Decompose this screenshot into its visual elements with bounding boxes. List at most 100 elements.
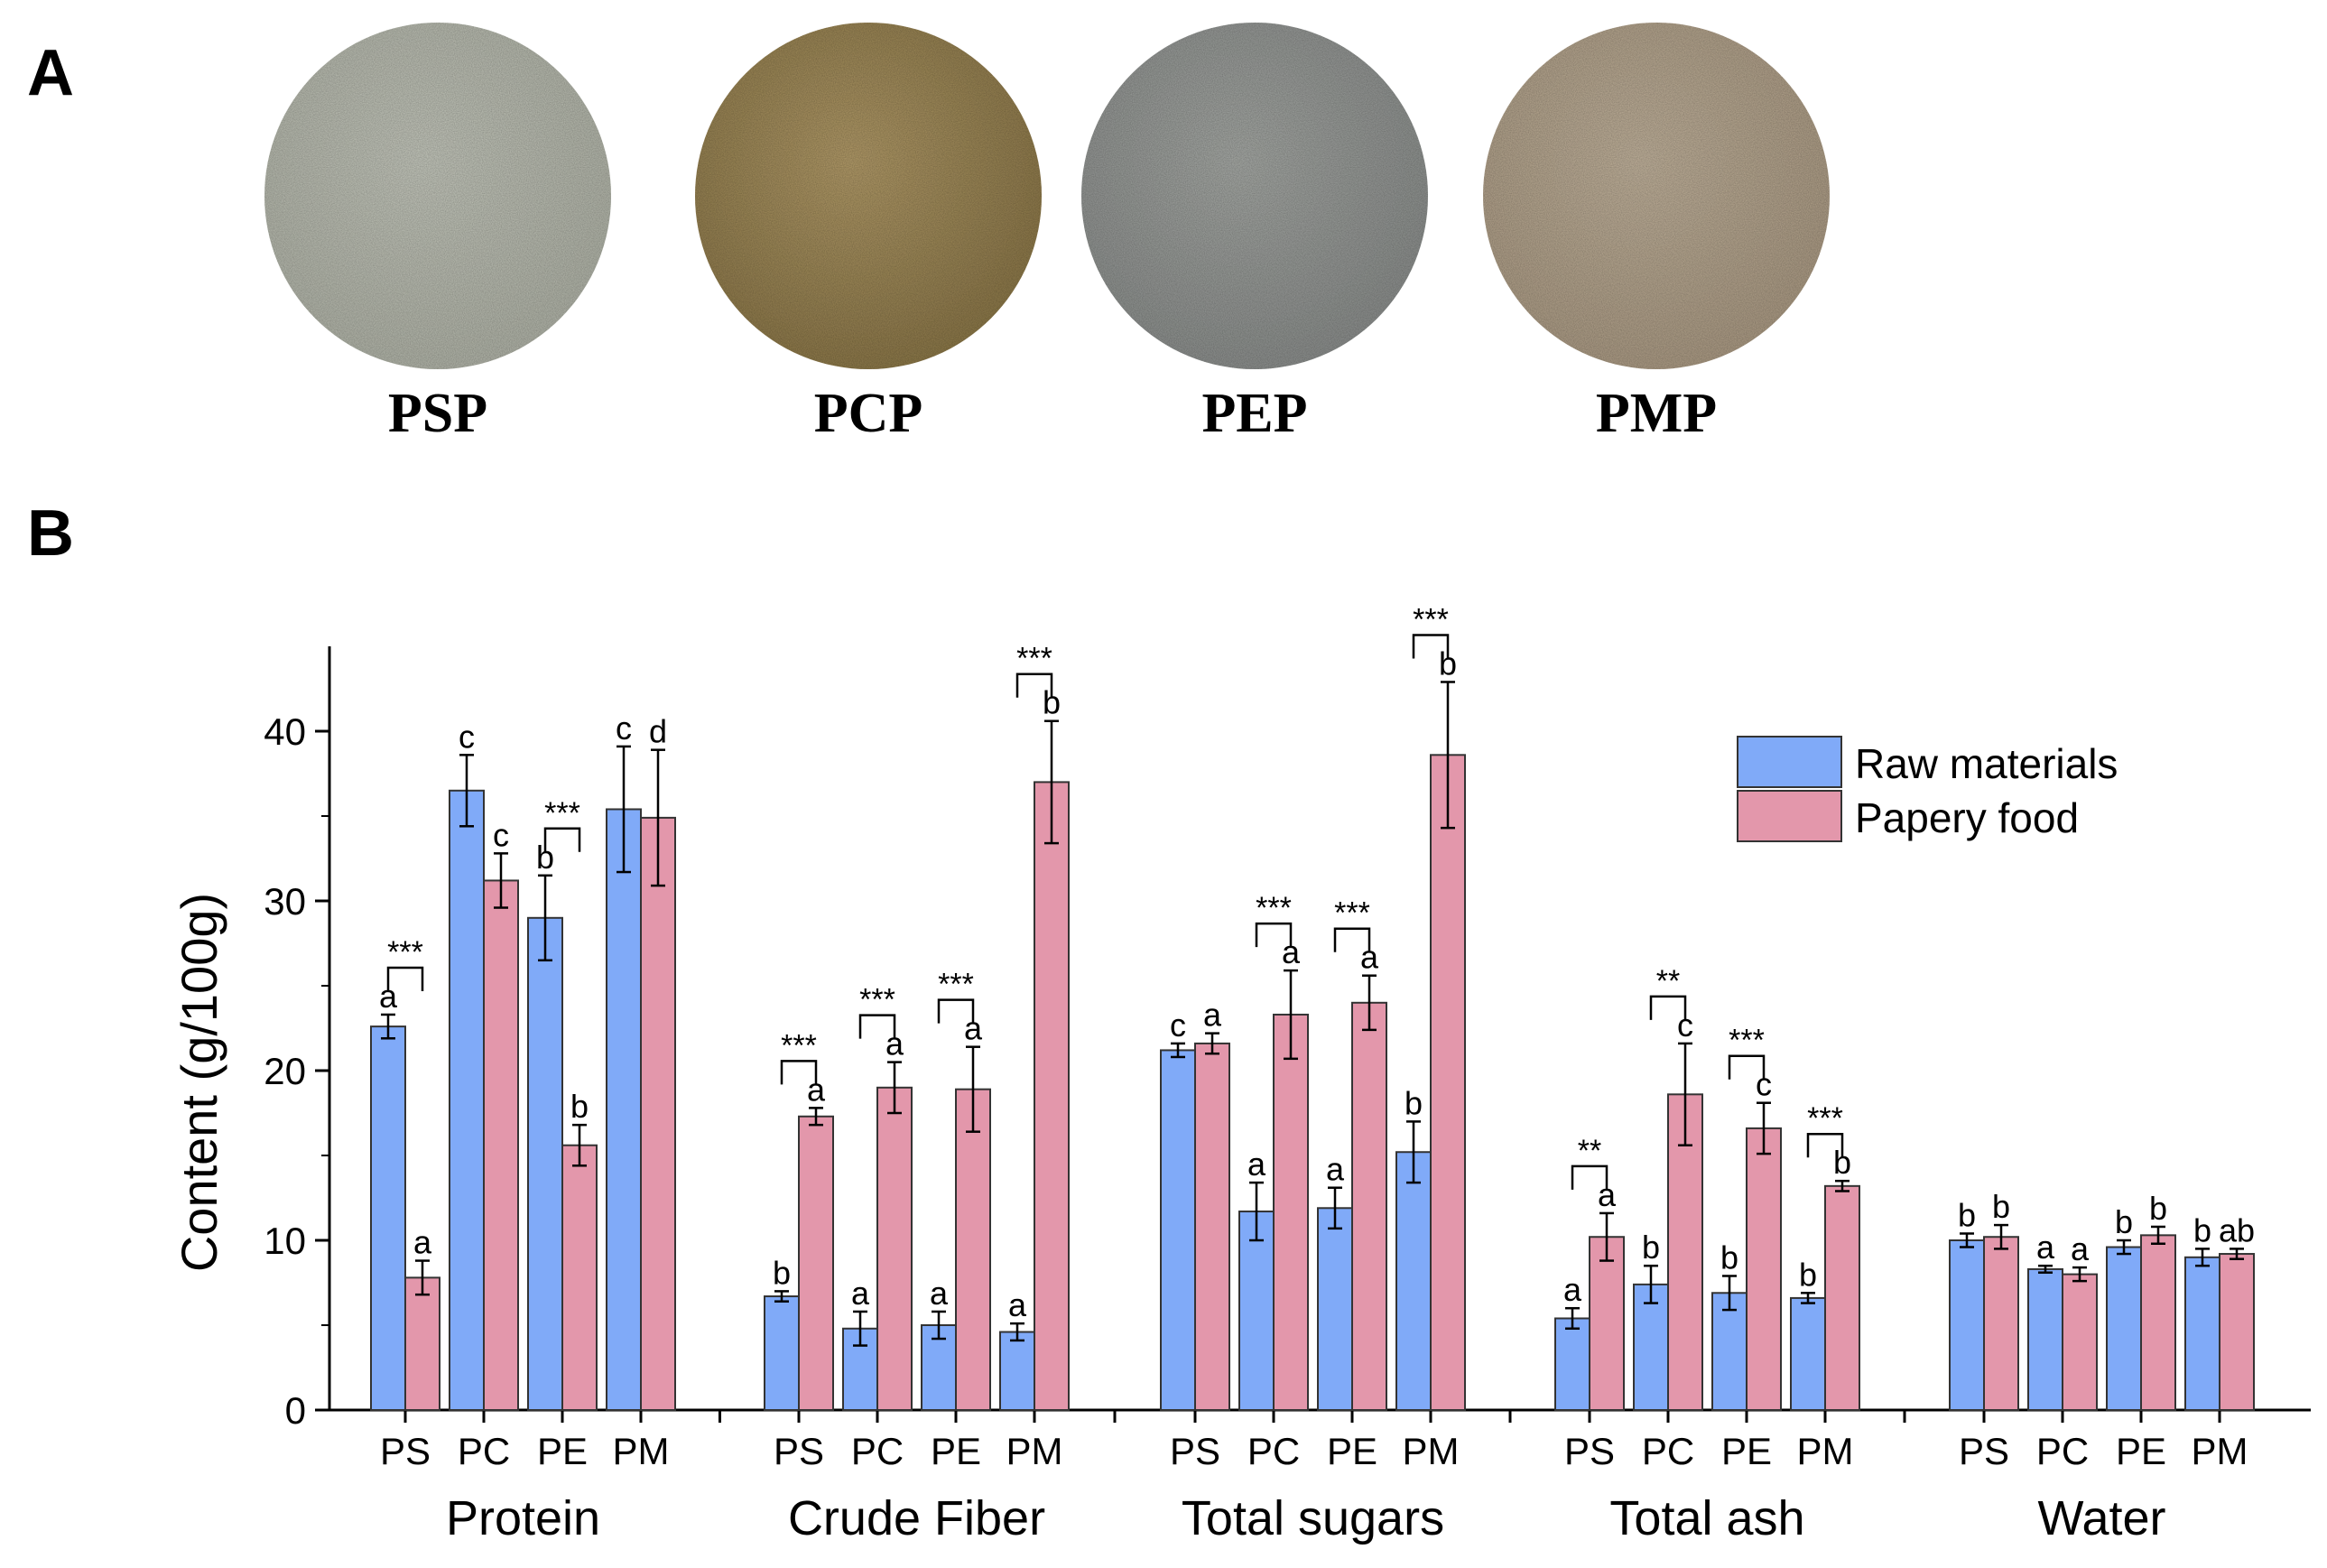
significance-letter: b (2149, 1190, 2167, 1227)
bar-paper (1194, 1042, 1230, 1412)
sample-label: PSP (388, 383, 487, 444)
bar-raw (1317, 1207, 1353, 1412)
significance-letter: b (773, 1254, 791, 1291)
significance-bracket (386, 966, 424, 991)
y-tick-label: 30 (264, 880, 306, 923)
bar-raw (1949, 1239, 1985, 1411)
significance-bracket (858, 1014, 896, 1039)
significance-letter: a (964, 1010, 983, 1047)
significance-letter: c (1170, 1007, 1186, 1044)
x-tick-label: PE (931, 1430, 981, 1472)
bar-paper (2062, 1273, 2098, 1411)
significance-letter: a (1203, 997, 1222, 1034)
significance-stars: ** (1578, 1134, 1601, 1168)
bar-raw (1395, 1151, 1432, 1411)
bar-paper (2140, 1234, 2176, 1411)
legend: Raw materials Papery food (1737, 736, 2118, 842)
bar-raw (1238, 1211, 1275, 1412)
bar-paper (1430, 754, 1466, 1411)
x-tick-label: PE (537, 1430, 588, 1472)
group-total-ash: a a ** PS b c ** PC b c *** PE b b *** PM Total ash (1554, 964, 1906, 1545)
bar-paper (1667, 1093, 1703, 1411)
significance-letter: a (2036, 1229, 2055, 1266)
significance-letter: a (413, 1224, 432, 1261)
significance-letter: c (1677, 1007, 1693, 1044)
y-tick-label: 40 (264, 710, 306, 753)
sample-disc (695, 23, 1042, 369)
x-tick-label: PM (613, 1430, 670, 1472)
significance-stars: *** (544, 796, 580, 830)
x-tick-label: PC (458, 1430, 510, 1472)
bar-raw (527, 916, 563, 1411)
x-tick-label: PS (1170, 1430, 1220, 1472)
bar-paper (955, 1088, 991, 1412)
significance-stars: *** (1334, 896, 1370, 931)
significance-letter: b (1439, 645, 1457, 682)
significance-letter: b (2193, 1211, 2211, 1248)
bar-paper (561, 1144, 598, 1411)
significance-bracket (543, 827, 581, 852)
significance-letter: c (616, 710, 632, 747)
x-tick-label: PC (1642, 1430, 1694, 1472)
x-tick-label: PM (2192, 1430, 2248, 1472)
x-tick-label: PS (1564, 1430, 1615, 1472)
bar-raw (370, 1025, 406, 1411)
bar-raw (2027, 1267, 2063, 1411)
significance-stars: *** (1413, 602, 1449, 636)
bar-paper (483, 879, 519, 1411)
x-tick-label: PC (851, 1430, 904, 1472)
group-label: Crude Fiber (788, 1491, 1045, 1545)
bar-raw (1790, 1296, 1826, 1412)
legend-swatch-raw (1737, 736, 1842, 788)
x-tick-label: PM (1797, 1430, 1854, 1472)
significance-letter: a (1247, 1146, 1266, 1183)
significance-letter: a (2071, 1230, 2090, 1267)
significance-letter: a (807, 1071, 826, 1108)
significance-stars: *** (1016, 642, 1052, 676)
significance-letter: d (649, 713, 667, 750)
significance-letter: b (1799, 1256, 1817, 1293)
bar-raw (606, 808, 642, 1411)
sample-photo-psp: PSP (264, 23, 611, 444)
significance-letter: b (1043, 684, 1061, 721)
y-tick-label: 0 (285, 1389, 306, 1432)
significance-letter: a (1360, 939, 1379, 976)
bar-raw (999, 1331, 1035, 1412)
bar-raw (1160, 1049, 1196, 1411)
significance-bracket (1412, 634, 1450, 659)
x-tick-label: PS (1959, 1430, 2009, 1472)
significance-bracket (1571, 1164, 1609, 1190)
significance-bracket (1649, 995, 1687, 1020)
bar-paper (1589, 1236, 1625, 1411)
sample-photos: PSP PCP PEP PMP (264, 23, 1830, 444)
group-crude-fiber: b a *** PS a a *** PC a a *** PE a b *** PM Crude Fiber (764, 642, 1117, 1545)
x-tick-label: PC (2036, 1430, 2089, 1472)
panel-b-letter: B (27, 497, 74, 570)
bar-paper (798, 1115, 834, 1411)
panel-a: A PSP PCP PEP PMP (27, 23, 1830, 444)
bar-paper (640, 816, 676, 1411)
significance-bracket (1255, 922, 1293, 948)
sample-label: PMP (1596, 383, 1717, 444)
bar-paper (404, 1276, 440, 1411)
significance-letter: c (1756, 1066, 1772, 1103)
significance-letter: b (1642, 1229, 1660, 1266)
significance-letter: b (1958, 1196, 1976, 1233)
bar-paper (1983, 1236, 2019, 1411)
bar-raw (2184, 1256, 2220, 1412)
bar-raw (2106, 1246, 2142, 1412)
significance-stars: *** (387, 935, 423, 970)
group-label: Total ash (1609, 1491, 1804, 1545)
bar-paper (1273, 1013, 1309, 1411)
significance-letter: b (1405, 1084, 1423, 1121)
significance-stars: *** (938, 968, 974, 1002)
y-tick-label: 20 (264, 1050, 306, 1092)
significance-stars: *** (781, 1028, 817, 1062)
bar-paper (1746, 1127, 1782, 1412)
bar-paper (876, 1086, 913, 1412)
significance-stars: *** (1807, 1101, 1843, 1136)
significance-letter: b (570, 1088, 589, 1125)
